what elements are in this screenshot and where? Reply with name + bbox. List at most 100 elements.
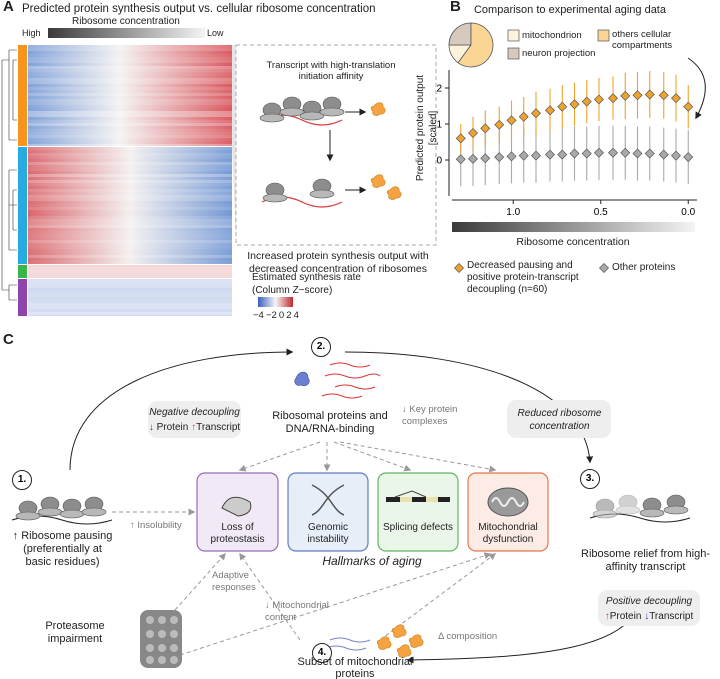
legend-marker (599, 263, 609, 273)
cluster-strip (18, 265, 27, 278)
marker (594, 147, 604, 158)
colorbar-label: −2 (265, 310, 277, 321)
box-title: Positive decoupling (605, 596, 693, 607)
hallmark-label: Loss of proteostasis (210, 522, 265, 545)
inset-box (235, 44, 437, 246)
marker (581, 96, 592, 107)
gradient-title: Ribosome concentration (72, 16, 180, 27)
y-axis-label: Predicted protein output [scaled] (415, 74, 439, 182)
marker (518, 150, 529, 161)
marker (644, 148, 655, 159)
x-tick-label: 1.0 (506, 207, 520, 218)
pie-legend-label: others cellular compartments (612, 29, 673, 51)
gradient-low: Low (207, 28, 224, 38)
step-text: Ribosomal proteins and DNA/RNA-binding (272, 410, 388, 435)
marker (581, 148, 592, 159)
heatmap (28, 45, 232, 316)
colorbar (258, 297, 293, 307)
step-number: 3. (580, 469, 600, 489)
cluster-strip (18, 147, 27, 264)
marker (683, 152, 694, 163)
y-tick-label: 2 (436, 84, 442, 95)
zoom-wedge (232, 45, 236, 245)
arrow: ↑ (191, 422, 197, 433)
box-title: Reduced ribosome concentration (517, 408, 602, 432)
annotation: Adaptive responses (212, 570, 256, 593)
arrow: ↓ (148, 422, 154, 433)
marker (658, 90, 669, 101)
x-tick-label: 0.5 (594, 207, 608, 218)
marker (455, 133, 466, 144)
hallmark-label: Splicing defects (382, 522, 454, 533)
box-detail: ↑Protein ↓Transcript (598, 610, 700, 623)
mito-protein-cartoon (325, 624, 424, 658)
marker (545, 149, 555, 160)
chart-title: Comparison to experimental aging data (473, 4, 666, 16)
marker (506, 151, 517, 162)
pie-legend-swatch (507, 47, 520, 60)
colorbar-label: 2 (286, 310, 292, 321)
panel-label: B (450, 0, 461, 15)
pie-legend-swatch (597, 29, 610, 42)
marker (480, 153, 491, 164)
inset-top-text: Transcript with high-translation initiat… (266, 60, 396, 82)
marker (608, 147, 618, 158)
annotation: ↓ Key protein complexes (402, 404, 458, 427)
translation-cartoon (259, 96, 402, 208)
box-detail: ↓ Protein ↑Transcript (148, 421, 241, 434)
x-tick-label: 0.0 (681, 207, 695, 218)
protein-cartoon (294, 362, 381, 399)
annotation: Δ composition (438, 631, 498, 642)
pie-legend-label: mitochondrion (522, 30, 582, 41)
arrow: ↑ (604, 611, 610, 622)
legend-label: Other proteins (612, 262, 676, 273)
pie-legend-swatch (507, 29, 520, 42)
y-tick-label: 0 (436, 156, 442, 167)
legend-marker (454, 263, 464, 273)
panel-label: A (3, 0, 14, 15)
link-arrow (687, 57, 706, 120)
marker (569, 148, 580, 159)
marker (531, 150, 541, 161)
marker (468, 153, 478, 164)
marker (557, 149, 568, 160)
marker (468, 128, 478, 138)
colorbar-labels: −4 −2 0 2 4 (253, 309, 299, 322)
step-note: (preferentially at basic residues) (23, 543, 102, 568)
marker (632, 90, 643, 101)
proteasome-label: Proteasome impairment (45, 620, 105, 645)
annotation: ↑ Insolubility (130, 520, 182, 531)
decoupling-boxes (148, 400, 700, 626)
marker (494, 152, 505, 163)
step-text: Subset of mitochondrial proteins (297, 656, 413, 679)
box-transcript: Transcript (649, 611, 694, 622)
colorbar-title: Estimated synthesis rate (Column Z−score… (252, 272, 361, 296)
colorbar-label: −4 (253, 310, 264, 321)
box-protein: Protein (609, 611, 642, 622)
x-axis-label: Ribosome concentration (516, 236, 630, 248)
hallmark-label: Genomic instability (307, 522, 349, 545)
step-number: 1. (12, 470, 32, 490)
step-text: Ribosome relief from high-affinity trans… (581, 548, 710, 573)
marker (620, 90, 631, 101)
marker (620, 147, 631, 158)
marker (671, 150, 681, 161)
marker (632, 148, 643, 159)
ribosome-cartoon (11, 494, 691, 525)
colorbar-label: 4 (293, 310, 299, 321)
step-text: ↑ Ribosome pausing (12, 530, 113, 542)
panel-title: Predicted protein synthesis output vs. c… (22, 3, 376, 15)
hallmark-label: Mitochondrial dysfunction (478, 522, 538, 545)
y-tick-label: 1 (436, 120, 442, 131)
marker (455, 154, 466, 165)
pie-slice (457, 22, 494, 68)
chart-b: 0 1 2 1.0 0.5 0.0 (436, 22, 697, 273)
gradient-bar (48, 28, 205, 38)
marker (557, 101, 568, 112)
panel-label: C (3, 331, 14, 348)
annotation: ↓ Mitochondrial content (265, 600, 329, 623)
marker (494, 119, 505, 130)
marker (644, 89, 655, 100)
